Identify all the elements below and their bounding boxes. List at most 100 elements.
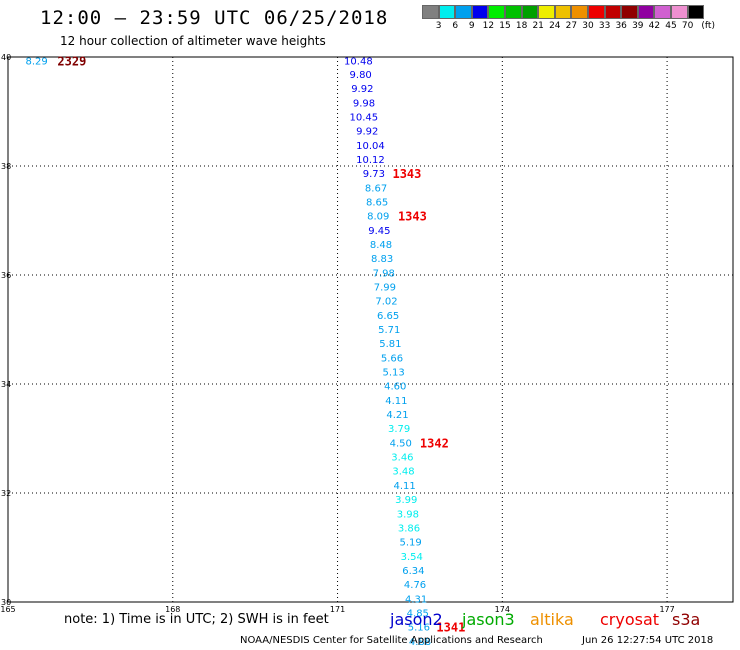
wave-height-value: 6.34 [402, 566, 424, 577]
color-legend-label: 27 [565, 21, 578, 31]
map-title: 12:00 — 23:59 UTC 06/25/2018 [40, 7, 389, 29]
wave-height-value: 8.83 [371, 254, 393, 265]
pass-labels: 232913431343134213411341 [57, 54, 465, 635]
wave-height-value: 10.45 [350, 112, 379, 123]
map-ticks: 165 168 171 174 177 40 38 36 34 32 30 [0, 53, 674, 614]
wave-height-value: 4.76 [404, 580, 426, 591]
color-legend-label: 3 [435, 21, 442, 31]
color-legend-label: 21 [532, 21, 544, 31]
map-border [7, 56, 734, 603]
lat-tick-label: 30 [1, 598, 11, 607]
color-swatch [471, 5, 489, 19]
wave-height-value: 4.11 [393, 481, 415, 492]
pass-number-label: 1343 [392, 167, 421, 181]
color-swatch [554, 5, 572, 19]
wave-height-value: 8.67 [365, 183, 387, 194]
lat-tick-label: 32 [1, 489, 11, 498]
wave-height-value: 5.13 [383, 368, 405, 379]
wave-height-value: 9.98 [353, 98, 375, 109]
wave-height-value: 10.04 [356, 141, 385, 152]
wave-height-value: 4.31 [405, 594, 427, 605]
color-swatch [504, 5, 522, 19]
color-swatch [455, 5, 472, 19]
mission-cryosat: cryosat [600, 610, 660, 629]
wave-height-value: 8.29 [25, 56, 47, 67]
pass-number-label: 1341 [436, 621, 465, 635]
lon-tick-label: 177 [659, 605, 674, 614]
color-swatch [654, 5, 671, 19]
footer-org: NOAA/NESDIS Center for Satellite Applica… [240, 635, 543, 646]
color-legend-label: 6 [452, 21, 459, 31]
wave-height-value: 9.45 [368, 226, 390, 237]
wave-height-value: 3.79 [388, 424, 410, 435]
color-swatch [670, 5, 688, 19]
wave-height-value: 4.11 [385, 396, 407, 407]
color-legend-labels: 3 6 9 12 15 18 21 24 27 30 33 36 39 42 45 70 (ft) [422, 21, 740, 33]
color-legend-label: 12 [482, 21, 495, 31]
color-legend-label: (ft) [701, 21, 715, 31]
mission-jason2: jason2 [390, 610, 443, 629]
wave-height-value: 9.80 [350, 70, 372, 81]
color-swatch [488, 5, 505, 19]
units-note: note: 1) Time is in UTC; 2) SWH is in fe… [64, 612, 329, 627]
map-grid [7, 56, 734, 603]
color-swatch [538, 5, 555, 19]
color-legend-label: 45 [665, 21, 677, 31]
footer-timestamp: Jun 26 12:27:54 UTC 2018 [582, 635, 714, 646]
color-swatch [587, 5, 605, 19]
pass-number-label: 1342 [420, 436, 449, 450]
color-legend-label: 30 [582, 21, 594, 31]
pass-number-label: 1343 [398, 210, 427, 224]
wave-height-value: 4.60 [384, 382, 406, 393]
lon-tick-label: 165 [0, 605, 15, 614]
color-legend-label: 24 [549, 21, 561, 31]
color-legend-label: 18 [515, 21, 528, 31]
wave-height-value: 4.88 [409, 637, 431, 648]
color-swatch [687, 5, 705, 19]
wave-height-value: 3.99 [395, 495, 417, 506]
wave-height-value: 3.46 [391, 453, 413, 464]
mission-altika: altika [530, 610, 574, 629]
lat-tick-label: 38 [1, 162, 11, 171]
color-legend-label: 33 [598, 21, 611, 31]
wave-height-value: 3.86 [398, 523, 420, 534]
color-swatch [422, 5, 439, 19]
wave-height-value: 5.81 [379, 339, 401, 350]
color-legend-label: 70 [681, 21, 694, 31]
color-swatch [521, 5, 539, 19]
wave-height-value: 4.21 [386, 410, 408, 421]
lon-tick-label: 174 [495, 605, 510, 614]
color-legend-label: 39 [632, 21, 644, 31]
wave-height-value: 4.50 [390, 438, 412, 449]
mission-jason3: jason3 [462, 610, 515, 629]
wave-height-value: 5.16 [408, 623, 430, 634]
color-legend-label: 9 [468, 21, 475, 31]
wave-height-value: 10.12 [356, 155, 385, 166]
color-swatch [621, 5, 638, 19]
wave-height-value: 3.48 [392, 467, 414, 478]
wave-height-value: 9.73 [363, 169, 385, 180]
wave-height-value: 7.98 [373, 268, 395, 279]
wave-height-value: 7.02 [375, 297, 397, 308]
lon-tick-label: 168 [165, 605, 180, 614]
wave-height-value: 10.48 [344, 56, 373, 67]
wave-height-value: 3.54 [401, 552, 423, 563]
lat-tick-label: 36 [1, 271, 11, 280]
wave-height-value: 5.71 [378, 325, 400, 336]
wave-height-value: 4.85 [407, 608, 429, 619]
pass-number-label: 2329 [57, 54, 86, 68]
mission-s3a: s3a [672, 610, 701, 629]
lat-tick-label: 34 [1, 380, 11, 389]
color-legend [422, 5, 705, 19]
color-legend-label: 36 [615, 21, 627, 31]
wave-height-value: 6.65 [377, 311, 399, 322]
wave-height-value: 8.65 [366, 198, 388, 209]
color-legend-label: 15 [499, 21, 511, 31]
wave-height-value: 7.99 [374, 283, 396, 294]
color-swatch [637, 5, 655, 19]
observation-values: 8.29 10.48 9.80 9.92 9.98 10.45 9.92 10.04 10.12… [25, 56, 431, 648]
wave-height-value: 5.19 [400, 538, 422, 549]
wave-height-value: 3.98 [397, 509, 419, 520]
wave-height-value: 8.48 [370, 240, 392, 251]
